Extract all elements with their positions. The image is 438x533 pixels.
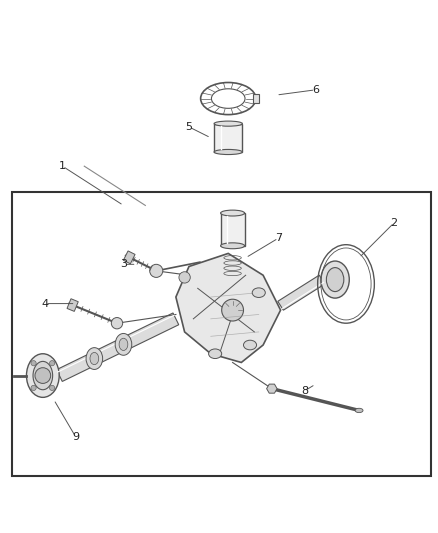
Ellipse shape bbox=[33, 361, 53, 390]
Ellipse shape bbox=[220, 210, 244, 216]
Ellipse shape bbox=[115, 334, 131, 356]
Polygon shape bbox=[266, 384, 276, 393]
Text: 4: 4 bbox=[41, 298, 49, 309]
Polygon shape bbox=[176, 253, 280, 362]
Ellipse shape bbox=[243, 340, 256, 350]
Circle shape bbox=[149, 264, 162, 277]
Bar bbox=[252, 94, 258, 103]
Bar bbox=[214, 124, 242, 152]
Circle shape bbox=[221, 299, 243, 321]
Polygon shape bbox=[67, 298, 78, 311]
Polygon shape bbox=[277, 275, 324, 310]
Text: 7: 7 bbox=[274, 233, 281, 243]
Ellipse shape bbox=[214, 149, 242, 155]
Text: 8: 8 bbox=[300, 386, 307, 396]
Text: 1: 1 bbox=[59, 161, 66, 171]
Circle shape bbox=[31, 361, 36, 366]
Text: 9: 9 bbox=[72, 432, 79, 442]
Ellipse shape bbox=[119, 338, 127, 351]
Ellipse shape bbox=[220, 243, 244, 249]
Bar bbox=[12, 192, 430, 476]
Text: 2: 2 bbox=[389, 218, 397, 228]
Ellipse shape bbox=[354, 408, 362, 413]
Ellipse shape bbox=[214, 121, 242, 126]
Circle shape bbox=[111, 318, 122, 329]
Text: 6: 6 bbox=[311, 85, 318, 95]
Polygon shape bbox=[123, 251, 135, 264]
Circle shape bbox=[179, 272, 190, 283]
Ellipse shape bbox=[325, 268, 343, 292]
Circle shape bbox=[35, 368, 50, 383]
Bar bbox=[220, 213, 244, 246]
Ellipse shape bbox=[320, 261, 349, 298]
Circle shape bbox=[49, 385, 55, 391]
Text: 5: 5 bbox=[185, 122, 192, 132]
Ellipse shape bbox=[252, 288, 265, 297]
Ellipse shape bbox=[208, 349, 221, 359]
Ellipse shape bbox=[26, 354, 59, 398]
Text: 3: 3 bbox=[120, 260, 127, 269]
Circle shape bbox=[31, 385, 36, 391]
Circle shape bbox=[49, 361, 55, 366]
Ellipse shape bbox=[90, 352, 99, 365]
Polygon shape bbox=[57, 313, 178, 382]
Ellipse shape bbox=[86, 348, 102, 369]
